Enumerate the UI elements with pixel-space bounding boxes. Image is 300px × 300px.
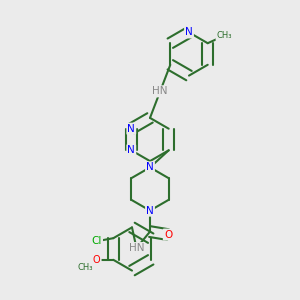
Text: N: N xyxy=(146,206,154,216)
Text: N: N xyxy=(146,162,154,172)
Text: HN: HN xyxy=(152,86,168,96)
Text: N: N xyxy=(128,124,135,134)
Text: CH₃: CH₃ xyxy=(217,31,232,40)
Text: N: N xyxy=(128,145,135,155)
Text: N: N xyxy=(185,27,193,38)
Text: O: O xyxy=(164,230,172,240)
Text: O: O xyxy=(93,255,100,265)
Text: Cl: Cl xyxy=(92,236,102,246)
Text: HN: HN xyxy=(129,243,144,253)
Text: CH₃: CH₃ xyxy=(77,263,92,272)
